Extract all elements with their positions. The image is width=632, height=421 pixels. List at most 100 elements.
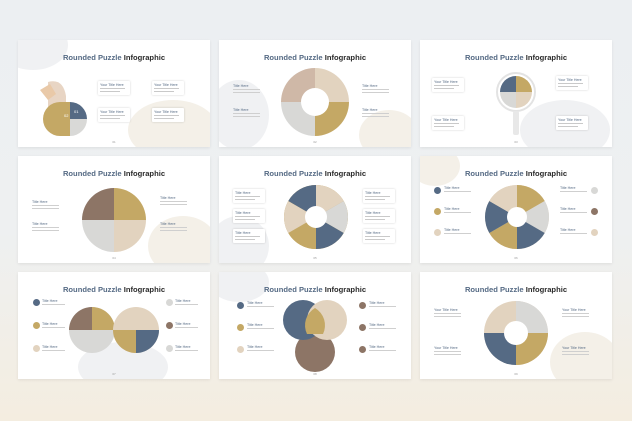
step-icon — [33, 299, 40, 306]
text-block: Title Here — [369, 301, 399, 308]
step-icon — [33, 322, 40, 329]
text-block: Title Here — [32, 200, 62, 209]
slide-number: 04 — [112, 256, 116, 260]
slide-number: 03 — [514, 140, 518, 144]
slide-title: Rounded Puzzle Infographic — [62, 53, 166, 62]
step-icon — [237, 346, 244, 353]
text-block: Your Title Here — [434, 346, 464, 355]
text-block: Title Here — [362, 108, 392, 117]
text-block: Title Here — [560, 228, 590, 235]
step-icon — [359, 302, 366, 309]
slide-number: 02 — [313, 140, 317, 144]
text-card: Your Title Here — [152, 108, 184, 122]
text-block: Title Here — [32, 222, 62, 231]
slide-thumbnail-6[interactable]: Rounded Puzzle Infographic Title Here Ti… — [420, 156, 612, 263]
step-icon — [237, 324, 244, 331]
text-block: Title Here — [247, 301, 277, 308]
slide-thumbnail-8[interactable]: Rounded Puzzle Infographic Title Here Ti… — [219, 272, 411, 379]
slide-thumbnail-9[interactable]: Rounded Puzzle Infographic Your Title He… — [420, 272, 612, 379]
slide-title: Rounded Puzzle Infographic — [464, 169, 568, 178]
slide-title: Rounded Puzzle Infographic — [263, 53, 367, 62]
text-block: Title Here — [42, 322, 68, 329]
text-block: Title Here — [560, 186, 590, 193]
text-card: Title Here — [363, 229, 395, 243]
slide-thumbnail-7[interactable]: Rounded Puzzle Infographic Title Here Ti… — [18, 272, 210, 379]
slide-number: 05 — [313, 256, 317, 260]
step-icon — [359, 346, 366, 353]
text-block: Title Here — [175, 299, 201, 306]
slide-thumbnail-3[interactable]: Rounded Puzzle Infographic Your Title He… — [420, 40, 612, 147]
text-block: Title Here — [42, 299, 68, 306]
text-card: Title Here — [233, 229, 265, 243]
text-block: Title Here — [444, 228, 474, 235]
slide-title: Rounded Puzzle Infographic — [62, 169, 166, 178]
text-block: Title Here — [560, 207, 590, 214]
step-icon — [591, 229, 598, 236]
slide-title: Rounded Puzzle Infographic — [263, 285, 367, 294]
step-icon — [591, 187, 598, 194]
puzzle-circle-graphic: 02 01 — [40, 81, 87, 136]
slide-number: 08 — [313, 372, 317, 376]
text-card: Title Here — [233, 189, 265, 203]
decor-blob — [148, 216, 210, 263]
puzzle-badge-02: 02 — [64, 113, 69, 118]
text-block: Title Here — [160, 196, 190, 205]
puzzle-quad-graphic — [82, 188, 146, 252]
text-block: Title Here — [247, 345, 277, 352]
text-card: Your Title Here — [98, 108, 130, 122]
slide-title: Rounded Puzzle Infographic — [464, 53, 568, 62]
text-block: Title Here — [369, 323, 399, 330]
slide-grid: Rounded Puzzle Infographic 02 01 Your Ti… — [18, 40, 612, 379]
puzzle-magnifier-graphic — [496, 72, 536, 135]
puzzle-star-graphic — [485, 185, 549, 249]
puzzle-gear-graphic — [281, 68, 349, 136]
text-block: Your Title Here — [562, 308, 592, 317]
step-icon — [166, 322, 173, 329]
text-block: Title Here — [233, 108, 263, 117]
step-icon — [434, 208, 441, 215]
step-icon — [434, 229, 441, 236]
slide-number: 01 — [112, 140, 116, 144]
text-block: Title Here — [362, 84, 392, 93]
slide-number: 09 — [514, 372, 518, 376]
text-card: Title Here — [363, 209, 395, 223]
puzzle-badge-01: 01 — [74, 109, 79, 114]
slide-thumbnail-4[interactable]: Rounded Puzzle Infographic Title Here Ti… — [18, 156, 210, 263]
text-card: Your Title Here — [152, 81, 184, 95]
text-block: Your Title Here — [562, 346, 592, 355]
slide-number: 07 — [112, 372, 116, 376]
text-card: Your Title Here — [432, 78, 464, 92]
decor-blob — [550, 332, 612, 379]
step-icon — [434, 187, 441, 194]
slide-number: 06 — [514, 256, 518, 260]
slide-thumbnail-2[interactable]: Rounded Puzzle Infographic Title Here Ti… — [219, 40, 411, 147]
text-block: Your Title Here — [434, 308, 464, 317]
step-icon — [33, 345, 40, 352]
text-card: Title Here — [363, 189, 395, 203]
slide-thumbnail-1[interactable]: Rounded Puzzle Infographic 02 01 Your Ti… — [18, 40, 210, 147]
text-card: Title Here — [233, 209, 265, 223]
text-block: Title Here — [160, 222, 190, 231]
text-block: Title Here — [369, 345, 399, 352]
puzzle-double-ring-graphic — [69, 307, 159, 353]
text-card: Your Title Here — [98, 81, 130, 95]
step-icon — [359, 324, 366, 331]
slide-title: Rounded Puzzle Infographic — [62, 285, 166, 294]
text-block: Title Here — [42, 345, 68, 352]
slide-title: Rounded Puzzle Infographic — [263, 169, 367, 178]
text-block: Title Here — [444, 186, 474, 193]
puzzle-circle-graphic — [484, 301, 548, 365]
text-card: Your Title Here — [556, 76, 588, 90]
step-icon — [591, 208, 598, 215]
step-icon — [166, 299, 173, 306]
text-block: Title Here — [175, 345, 201, 352]
decor-blob — [128, 100, 210, 147]
slide-title: Rounded Puzzle Infographic — [464, 285, 568, 294]
puzzle-venn-graphic — [283, 300, 347, 372]
slide-thumbnail-5[interactable]: Rounded Puzzle Infographic Title Here Ti… — [219, 156, 411, 263]
text-block: Title Here — [175, 322, 201, 329]
text-card: Your Title Here — [432, 116, 464, 130]
step-icon — [166, 345, 173, 352]
step-icon — [237, 302, 244, 309]
text-block: Title Here — [444, 207, 474, 214]
